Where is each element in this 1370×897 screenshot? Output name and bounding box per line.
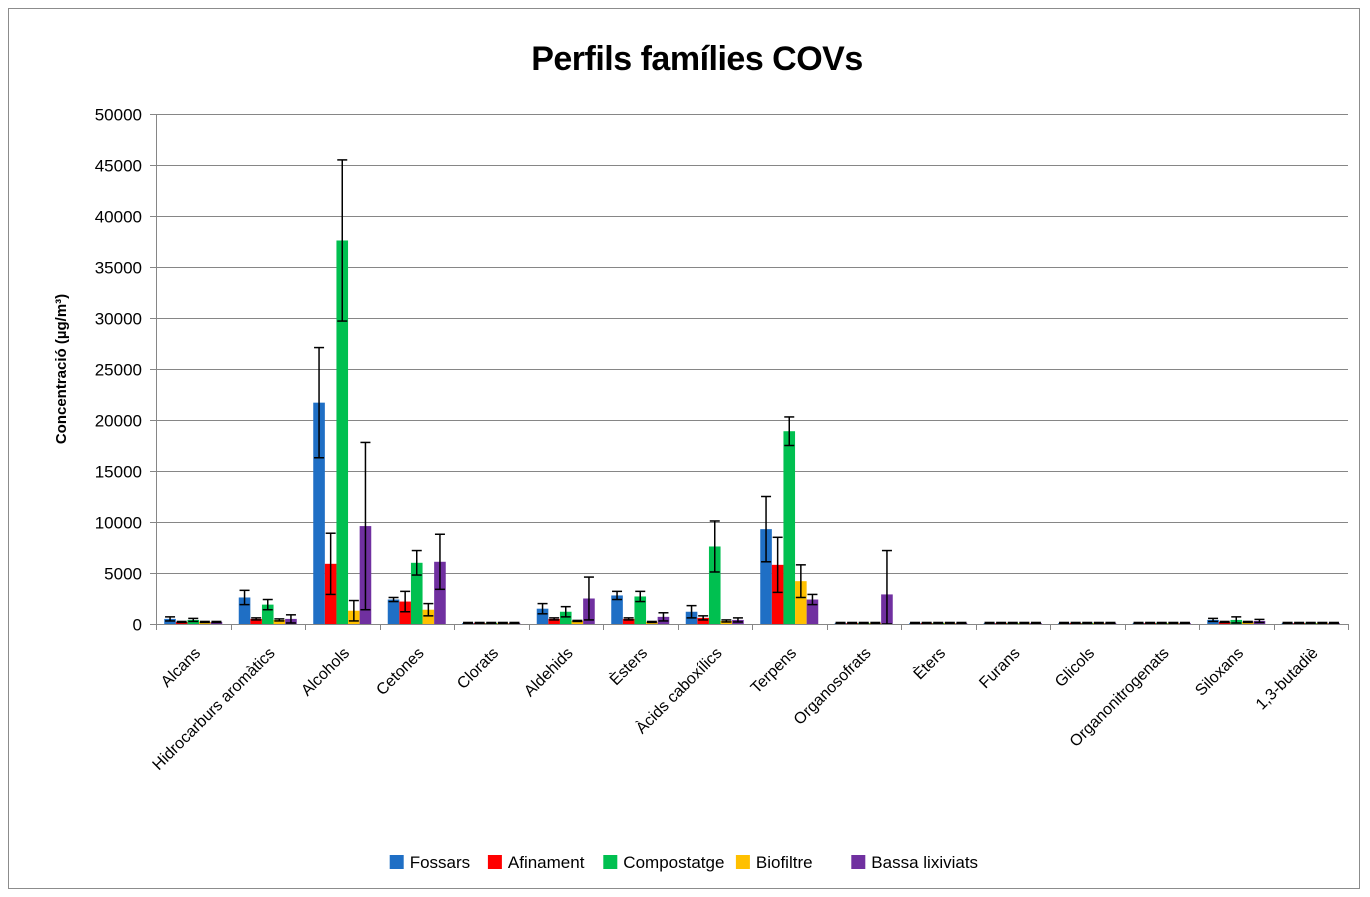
y-tick-label: 15000 — [95, 463, 142, 482]
y-tick-label: 5000 — [104, 565, 142, 584]
x-tick-label: Siloxans — [1192, 645, 1247, 700]
x-tick-label: Aldehids — [521, 645, 576, 700]
bar — [571, 620, 584, 624]
x-tick-label: Èsters — [606, 643, 651, 688]
y-axis-ticks: 0 5000 10000 15000 20000 25000 30000 35000 40000… — [95, 106, 156, 635]
bar — [611, 595, 623, 624]
bar — [434, 561, 446, 624]
y-tick-label: 20000 — [95, 412, 142, 431]
y-tick-label: 0 — [133, 616, 142, 635]
bar — [250, 618, 262, 624]
bar — [536, 608, 549, 624]
bar — [336, 240, 349, 625]
bar — [783, 431, 796, 624]
y-tick-label: 45000 — [95, 157, 142, 176]
x-tick-label: Organosofrats — [791, 645, 875, 729]
bar — [708, 546, 721, 624]
legend-swatch — [735, 855, 750, 869]
legend-label: Bassa lixiviats — [871, 853, 978, 872]
x-tick-label: Terpens — [748, 645, 800, 697]
bars — [164, 240, 1340, 625]
legend-label: Biofiltre — [756, 853, 813, 872]
y-axis-label: Concentració (µg/m³) — [53, 294, 70, 444]
bar — [313, 402, 325, 624]
bar — [399, 601, 411, 624]
y-tick-label: 35000 — [95, 259, 142, 278]
bar — [622, 618, 635, 624]
bar — [261, 604, 274, 624]
legend-label: Afinament — [508, 853, 585, 872]
bar — [697, 617, 709, 624]
bar — [387, 599, 400, 624]
bar — [806, 599, 819, 624]
gridlines — [156, 114, 1348, 574]
legend-swatch — [851, 855, 866, 869]
x-tick-label: Glicols — [1052, 645, 1098, 691]
y-tick-label: 50000 — [95, 106, 142, 125]
chart-title: Perfils famílies COVs — [531, 40, 863, 78]
x-tick-label: Alcohols — [298, 645, 353, 700]
bar — [273, 619, 286, 624]
x-tick-label: 1,3-butadiè — [1253, 645, 1322, 714]
y-tick-label: 10000 — [95, 514, 142, 533]
y-tick-label: 30000 — [95, 310, 142, 329]
bar — [559, 611, 572, 624]
legend-label: Fossars — [410, 853, 470, 872]
error-bars — [165, 159, 1339, 625]
bar — [795, 581, 807, 624]
bar — [410, 562, 423, 624]
legend-swatch — [603, 855, 618, 869]
chart-frame — [8, 8, 1360, 889]
x-tick-label: Èters — [909, 643, 949, 683]
bar — [771, 564, 784, 624]
y-tick-label: 25000 — [95, 361, 142, 380]
y-tick-label: 40000 — [95, 208, 142, 227]
legend-swatch — [487, 855, 502, 869]
bar — [760, 529, 772, 624]
x-tick-label: Alcans — [158, 645, 204, 691]
legend-swatch — [389, 855, 404, 869]
legend: Fossars Afinament Compostatge Biofiltre Bass… — [389, 853, 978, 872]
x-tick-label: Cetones — [373, 645, 427, 699]
x-tick-label: Clorats — [454, 645, 502, 693]
legend-label: Compostatge — [623, 853, 724, 872]
bar — [238, 597, 251, 624]
bar — [422, 609, 435, 624]
bar — [634, 596, 647, 624]
bar — [548, 618, 560, 624]
x-tick-label: Hidrocarburs aromàtics — [150, 645, 279, 774]
x-tick-label: Furans — [976, 645, 1023, 692]
